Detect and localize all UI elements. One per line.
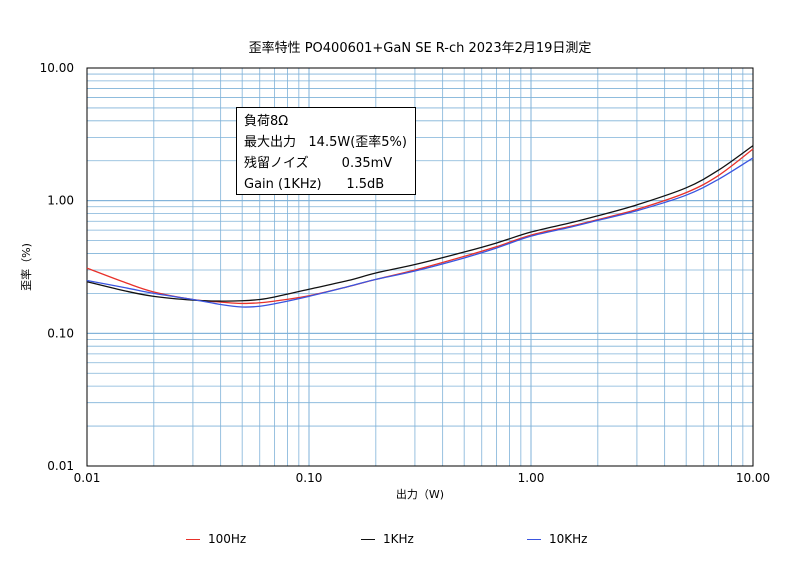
legend-label-100hz: 100Hz	[208, 532, 247, 546]
series-line-10khz	[86, 157, 754, 308]
series-line-1khz	[86, 145, 754, 302]
series-line-100hz	[86, 148, 754, 305]
y-tick-label: 10.00	[40, 61, 74, 75]
plot-frame	[86, 67, 754, 467]
legend-swatch-100hz	[186, 538, 200, 540]
annotation-load: 負荷8Ω	[244, 114, 289, 129]
y-tick-label: 1.00	[47, 194, 74, 208]
legend-item-100hz: 100Hz	[186, 532, 246, 546]
tick-labels: 0.01 0.10 1.00 10.00 0.01 0.10 1.00 10.00	[40, 61, 771, 485]
legend-swatch-10khz	[527, 538, 541, 540]
annotation-gain: Gain (1KHz) 1.5dB	[244, 177, 385, 192]
legend-item-1khz: 1KHz	[361, 532, 414, 546]
series-lines	[86, 145, 754, 308]
y-tick-label: 0.01	[47, 459, 74, 473]
spec-annotation-box: 負荷8Ω 最大出力 14.5W(歪率5%) 残留ノイズ 0.35mV Gain …	[236, 107, 416, 195]
annotation-residual-noise: 残留ノイズ 0.35mV	[244, 156, 393, 171]
x-tick-label: 0.10	[296, 471, 323, 485]
legend-label-1khz: 1KHz	[383, 532, 414, 546]
x-axis-label: 出力（W)	[396, 487, 444, 501]
legend-label-10khz: 10KHz	[549, 532, 588, 546]
x-tick-label: 10.00	[736, 471, 770, 485]
annotation-max-output: 最大出力 14.5W(歪率5%)	[244, 135, 407, 150]
x-tick-label: 0.01	[74, 471, 101, 485]
grid-lines	[87, 68, 753, 466]
x-tick-label: 1.00	[518, 471, 545, 485]
y-tick-label: 0.10	[47, 326, 74, 340]
legend-swatch-1khz	[361, 538, 375, 540]
legend-item-10khz: 10KHz	[527, 532, 587, 546]
chart-title: 歪率特性 PO400601+GaN SE R-ch 2023年2月19日測定	[249, 40, 592, 56]
y-axis-label: 歪率（%)	[19, 243, 33, 291]
